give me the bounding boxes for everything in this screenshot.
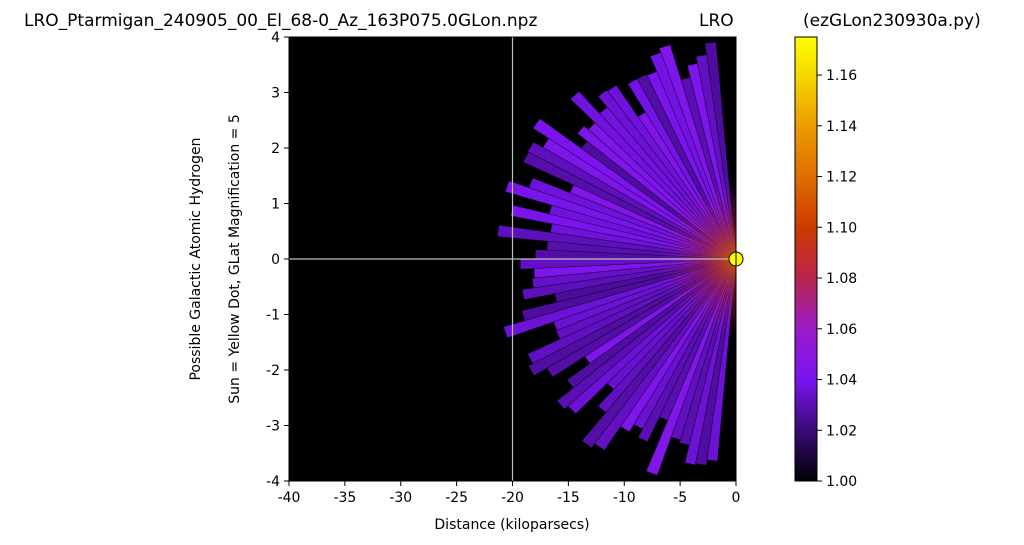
y-axis-label-line-1: Possible Galactic Atomic Hydrogen (188, 137, 204, 380)
colorbar-tick-label: 1.08 (826, 271, 857, 287)
x-tick-label: -10 (613, 490, 636, 506)
x-tick-label: -20 (501, 490, 524, 506)
colorbar-tick-label: 1.06 (826, 322, 857, 338)
x-tick-label: -25 (445, 490, 468, 506)
y-tick-label: 1 (271, 197, 280, 213)
colorbar-tick-label: 1.12 (826, 170, 857, 186)
chart-title-right: (ezGLon230930a.py) (803, 11, 981, 31)
x-tick-label: -15 (557, 490, 580, 506)
x-tick-label: -30 (389, 490, 412, 506)
y-tick-label: -3 (266, 419, 280, 435)
x-tick-label: -5 (673, 490, 687, 506)
colorbar-tick-label: 1.14 (826, 119, 857, 135)
colorbar-tick-label: 1.16 (826, 68, 857, 84)
x-tick-label: -35 (333, 490, 356, 506)
colorbar (794, 36, 818, 482)
y-tick-label: 4 (271, 30, 280, 46)
y-tick-label: 3 (271, 86, 280, 102)
colorbar-tick-label: 1.00 (826, 474, 857, 490)
y-axis-label-line-2: Sun = Yellow Dot, GLat Magnification = 5 (227, 114, 243, 403)
chart-title-center: LRO (699, 11, 734, 31)
colorbar-tick-label: 1.02 (826, 423, 857, 439)
x-axis: -40 -35 -30 -25 -20 -15 -10 -5 0 (278, 481, 741, 506)
y-tick-label: -2 (266, 363, 280, 379)
y-tick-label: -4 (266, 474, 280, 490)
y-tick-label: 0 (271, 252, 280, 268)
crosshair (289, 37, 736, 481)
y-axis: -4 -3 -2 -1 0 1 2 3 4 (266, 30, 289, 490)
y-tick-label: 2 (271, 141, 280, 157)
x-axis-label: Distance (kiloparsecs) (434, 517, 589, 533)
x-tick-label: -40 (278, 490, 301, 506)
hydrogen-fan (497, 41, 736, 476)
colorbar-tick-label: 1.04 (826, 373, 857, 389)
x-tick-label: 0 (732, 490, 741, 506)
chart-title-left: LRO_Ptarmigan_240905_00_El_68-0_Az_163P0… (24, 11, 537, 31)
colorbar-axis: 1.00 1.02 1.04 1.06 1.08 1.10 1.12 1.14 1.16 (817, 68, 857, 490)
y-tick-label: -1 (266, 308, 280, 324)
colorbar-tick-label: 1.10 (826, 220, 857, 236)
